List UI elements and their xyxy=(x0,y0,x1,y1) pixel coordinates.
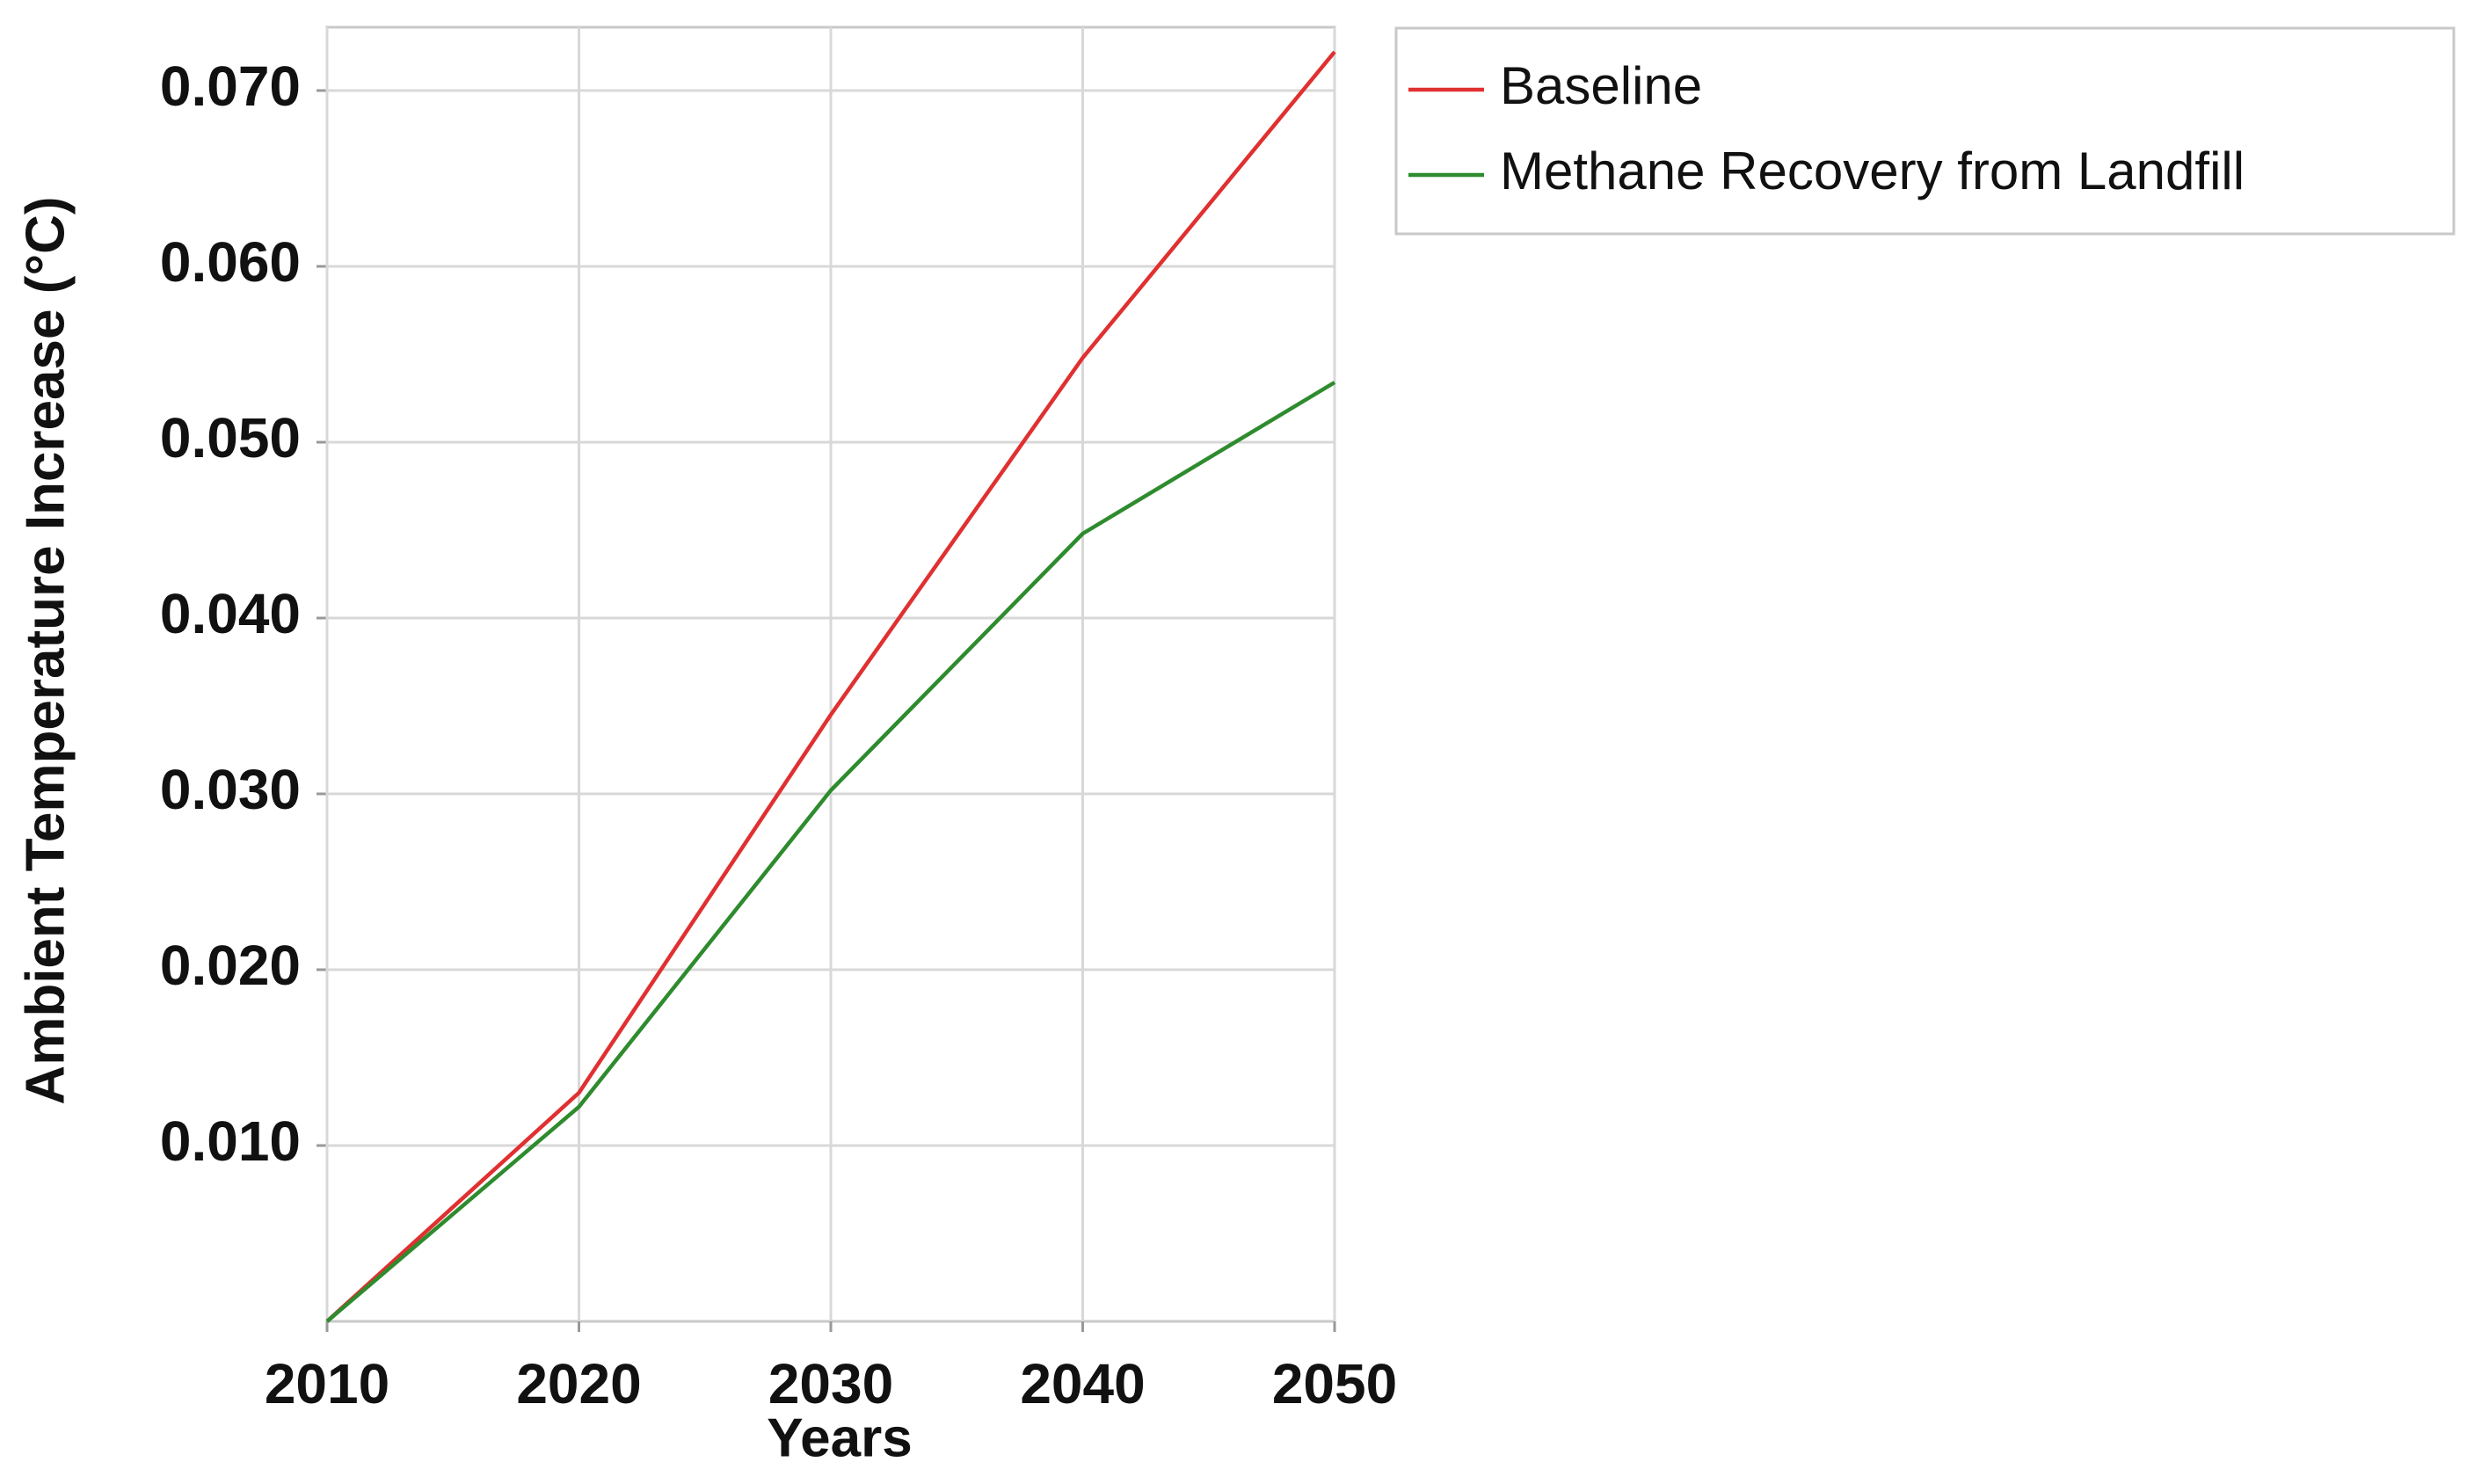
y-tick-label: 0.040 xyxy=(160,582,301,645)
y-tick-label: 0.050 xyxy=(160,406,301,469)
legend-box xyxy=(1394,26,2456,236)
series-line xyxy=(325,50,1336,1323)
y-tick-label: 0.070 xyxy=(160,55,301,118)
y-tick-label: 0.020 xyxy=(160,934,301,997)
series-line xyxy=(325,381,1336,1323)
x-tick-label: 2020 xyxy=(516,1352,641,1415)
x-tick-label: 2030 xyxy=(768,1352,893,1415)
legend-label: Baseline xyxy=(1500,56,1702,115)
y-axis-title: Ambient Temperature Increase (°C) xyxy=(15,196,76,1104)
x-tick-label: 2040 xyxy=(1020,1352,1145,1415)
y-tick-label: 0.010 xyxy=(160,1109,301,1173)
x-axis-title: Years xyxy=(767,1408,913,1468)
y-tick-label: 0.030 xyxy=(160,758,301,821)
x-tick-label: 2010 xyxy=(265,1352,389,1415)
legend-label: Methane Recovery from Landfill xyxy=(1500,142,2245,200)
y-tick-label: 0.060 xyxy=(160,230,301,294)
x-tick-label: 2050 xyxy=(1272,1352,1397,1415)
